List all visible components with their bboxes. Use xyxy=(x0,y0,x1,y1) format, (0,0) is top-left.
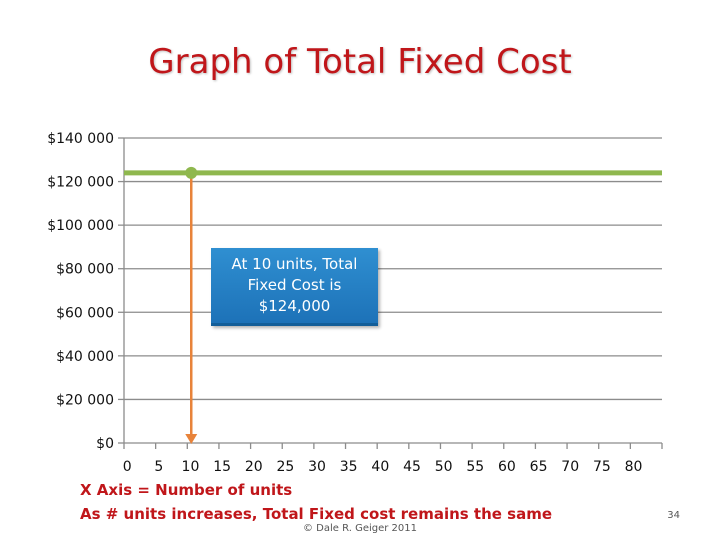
x-tick-label: 35 xyxy=(340,459,358,475)
y-tick-label: $100 000 xyxy=(47,218,114,234)
y-tick-labels: $0 $20 000 $40 000 $60 000 $80 000 $100 000 $1… xyxy=(47,131,114,452)
x-tick-label: 10 xyxy=(182,459,200,475)
x-tick-label: 15 xyxy=(213,459,231,475)
x-tick-label: 30 xyxy=(308,459,326,475)
y-tick-label: $140 000 xyxy=(47,131,114,147)
caption-x-axis: X Axis = Number of units xyxy=(80,481,293,499)
x-tick-labels: 0 5 10 15 20 25 30 35 40 45 50 55 60 65 70 75 80 xyxy=(123,459,643,475)
x-tick-label: 60 xyxy=(498,459,516,475)
y-tick-label: $0 xyxy=(96,436,114,452)
axes xyxy=(118,137,663,449)
highlight-point xyxy=(185,166,198,179)
x-tick-label: 5 xyxy=(154,459,163,475)
x-tick-label: 75 xyxy=(593,459,611,475)
x-tick-label: 0 xyxy=(123,459,132,475)
x-tick-label: 45 xyxy=(403,459,421,475)
y-tick-label: $40 000 xyxy=(56,349,114,365)
callout-text: At 10 units, Total Fixed Cost is $124,00… xyxy=(231,255,358,315)
page-number: 34 xyxy=(667,510,680,521)
highlight-arrow-head xyxy=(185,434,198,444)
gridlines xyxy=(124,137,662,401)
caption-explanation: As # units increases, Total Fixed cost r… xyxy=(80,505,553,523)
series xyxy=(124,166,662,444)
y-tick-label: $80 000 xyxy=(56,262,114,278)
x-tick-label: 55 xyxy=(466,459,484,475)
y-tick-label: $20 000 xyxy=(56,392,114,408)
callout-box: At 10 units, Total Fixed Cost is $124,00… xyxy=(211,248,378,326)
x-tick-label: 25 xyxy=(276,459,294,475)
x-tick-label: 65 xyxy=(530,459,548,475)
x-tick-label: 20 xyxy=(245,459,263,475)
x-tick-label: 50 xyxy=(435,459,453,475)
x-tick-label: 70 xyxy=(561,459,579,475)
y-tick-label: $120 000 xyxy=(47,175,114,191)
slide-title: Graph of Total Fixed Cost xyxy=(148,42,572,82)
x-tick-label: 80 xyxy=(625,459,643,475)
y-tick-label: $60 000 xyxy=(56,305,114,321)
copyright-notice: © Dale R. Geiger 2011 xyxy=(303,523,417,534)
x-tick-label: 40 xyxy=(371,459,389,475)
